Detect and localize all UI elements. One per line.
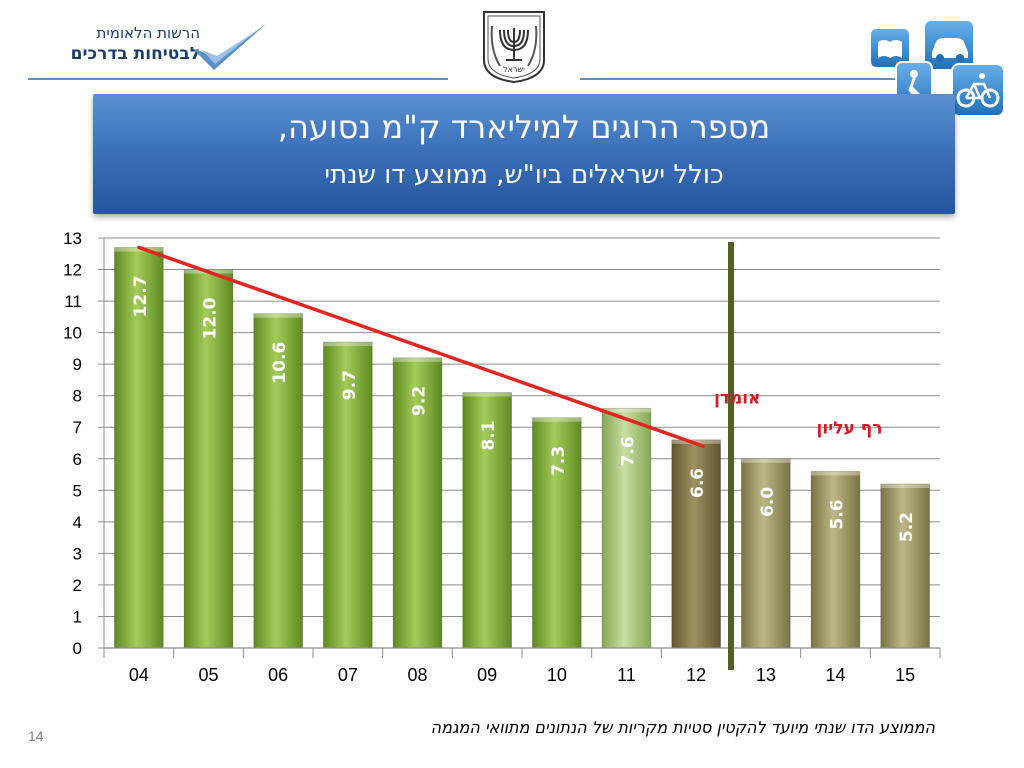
bar-08 [392,357,443,649]
chart-title: מספר הרוגים למיליארד ק"מ נסועה, [277,108,771,146]
y-tick-label: 0 [73,639,82,658]
bicycle-icon [951,63,1005,117]
data-label-10: 7.3 [549,446,569,476]
bar-06 [253,313,303,649]
bar-12 [671,439,721,649]
book-icon [869,27,911,69]
bar-top-highlight [602,408,651,413]
footnote: הממוצע הדו שנתי מיועד להקטין סטיות מקריו… [430,718,935,737]
bar-10 [532,417,582,649]
x-tick-label: 12 [686,665,706,685]
y-tick-label: 10 [63,324,82,343]
bar-13 [741,458,791,649]
header-rule-right [580,78,900,80]
y-tick-label: 8 [73,387,82,406]
logo-checkmark-icon [192,24,266,70]
chart-overlays: אומדן רף עליון [137,242,883,670]
chart-data-labels: 12.7 12.0 10.6 9.7 9.2 8.1 7.3 7.6 6.6 6.0 5.6 5.2 [131,275,917,542]
x-tick-label: 05 [198,665,218,685]
data-label-08: 9.2 [410,386,430,416]
data-label-12: 6.6 [688,468,708,498]
bar-top-highlight [741,458,791,463]
bar-05 [183,269,234,649]
chart-grid [104,237,940,649]
title-banner: מספר הרוגים למיליארד ק"מ נסועה, כולל ישר… [93,94,955,214]
data-label-14: 5.6 [828,499,848,529]
bar-top-highlight [253,313,303,318]
data-label-11: 7.6 [619,436,639,466]
y-tick-label: 4 [73,513,82,532]
data-label-04: 12.7 [131,275,151,317]
y-tick-label: 12 [63,261,82,280]
bar-top-highlight [393,357,442,362]
bar-top-highlight [114,247,164,252]
x-tick-label: 08 [407,665,427,685]
y-tick-label: 6 [73,450,82,469]
chart-bars [114,247,930,649]
x-tick-label: 11 [617,665,636,685]
y-tick-label: 9 [73,355,82,374]
logo-org-name-line2: לבטיחות בדרכים [70,44,200,64]
y-tick-label: 11 [64,292,82,311]
logo-org-name-line1: הרשות הלאומית [96,24,200,42]
page-number: 14 [28,728,44,744]
rsa-logo: הרשות הלאומית לבטיחות בדרכים [28,18,268,78]
y-tick-label: 2 [73,576,82,595]
y-tick-label: 5 [73,481,82,500]
bar-top-highlight [323,342,373,347]
bar-09 [462,392,512,649]
bar-top-highlight [462,392,512,397]
emblem-caption: ישראל [503,65,525,74]
y-tick-label: 13 [63,229,82,248]
x-tick-label: 06 [268,665,288,685]
header-rule-left [28,78,448,80]
bar-14 [810,470,861,649]
fatality-rate-bar-chart: 12.712.010.69.79.28.17.3 7.66.66.0 5.6 5.2 … [63,229,941,685]
data-label-07: 9.7 [340,370,360,400]
trend-line [137,245,705,448]
y-tick-label: 3 [73,544,82,563]
annotation-upper-bound: רף עליון [817,419,883,439]
y-tick-label: 1 [73,607,82,626]
state-emblem-icon: ישראל [470,6,558,86]
data-label-09: 8.1 [479,421,499,451]
bar-04 [114,247,164,649]
x-tick-label: 07 [338,665,358,685]
bar-top-highlight [532,417,582,422]
data-label-06: 10.6 [270,342,290,384]
chart-subtitle: כולל ישראלים ביו"ש, ממוצע דו שנתי [324,160,724,190]
bar-15 [880,483,930,649]
x-tick-label: 04 [129,665,149,685]
car-icon [923,19,975,71]
bar-top-highlight [880,484,930,488]
bar-07 [323,341,373,649]
annotation-estimate: אומדן [714,389,760,409]
data-label-05: 12.0 [201,297,221,339]
bar-top-highlight [811,471,860,476]
data-label-13: 6.0 [758,487,778,517]
data-label-15: 5.2 [897,512,917,542]
x-tick-label: 14 [825,665,845,685]
x-tick-label: 15 [895,665,915,685]
bar-11 [601,407,652,649]
x-tick-label: 13 [756,665,776,685]
y-tick-label: 7 [73,418,82,437]
x-tick-label: 09 [477,665,497,685]
road-users-icons [869,19,1005,119]
x-tick-label: 10 [547,665,567,685]
